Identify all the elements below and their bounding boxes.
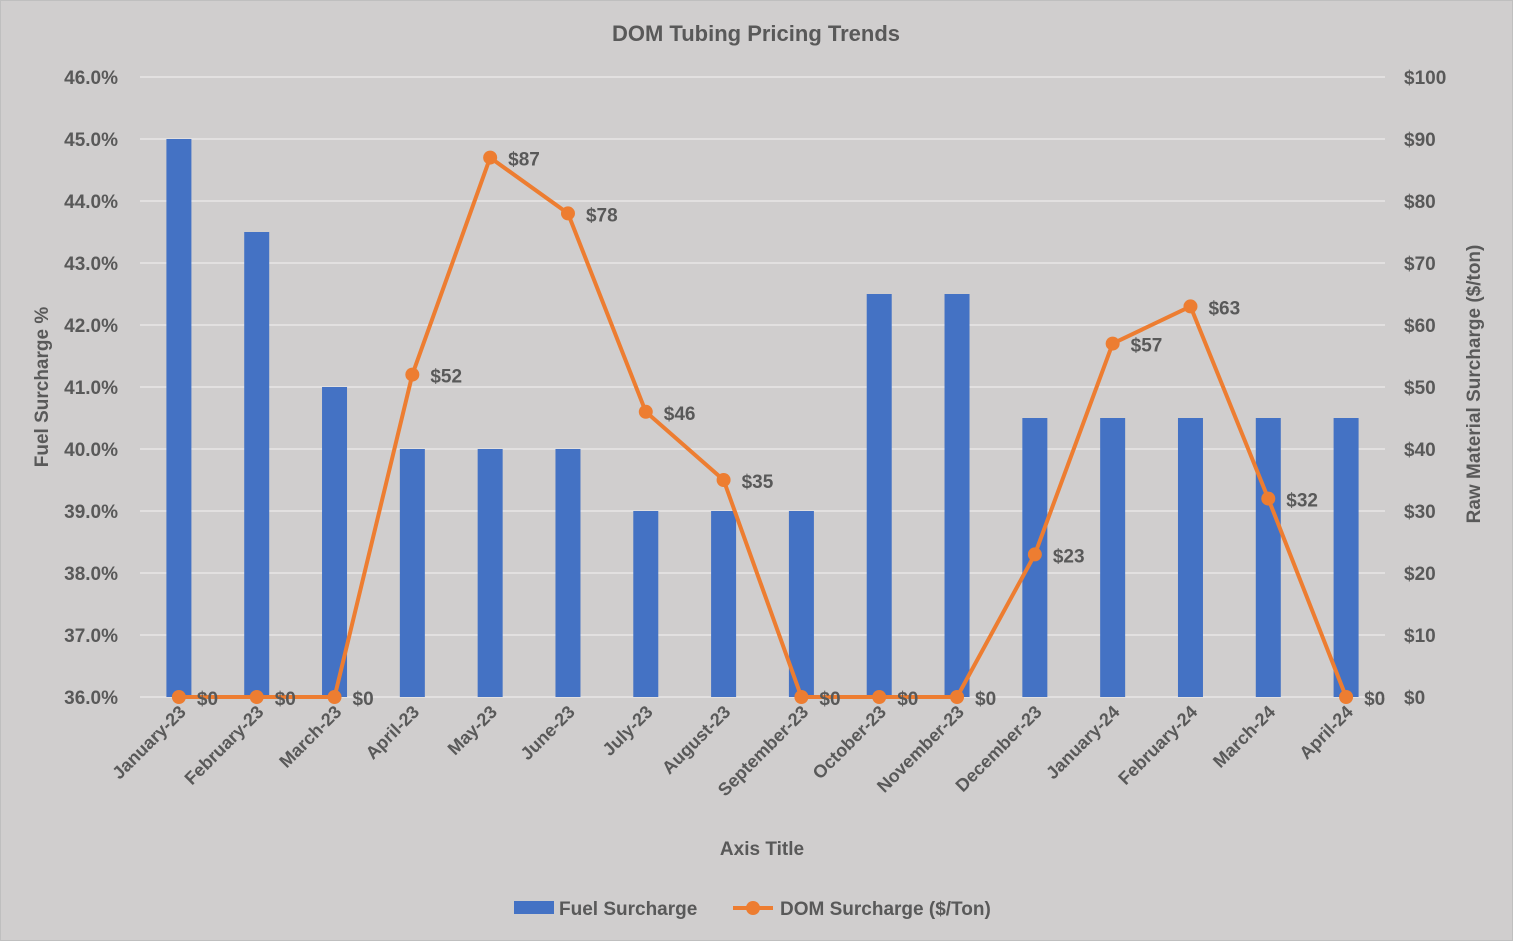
- line-marker: [249, 690, 264, 704]
- data-label: $57: [1131, 336, 1163, 357]
- bar: [477, 449, 503, 697]
- y2-tick-label: $70: [1404, 254, 1436, 275]
- chart-title: DOM Tubing Pricing Trends: [612, 21, 900, 46]
- data-label: $46: [664, 404, 696, 425]
- line-marker: [716, 473, 731, 487]
- bar: [244, 232, 270, 697]
- bar: [1100, 418, 1126, 697]
- line-marker: [1027, 547, 1042, 562]
- line-marker: [950, 690, 965, 704]
- line-marker: [638, 404, 653, 419]
- line-marker: [171, 690, 186, 704]
- bar: [1333, 418, 1359, 697]
- y2-tick-label: $20: [1404, 564, 1436, 585]
- bar: [711, 511, 737, 697]
- y-tick-label: 37.0%: [64, 626, 118, 647]
- line-marker: [1105, 336, 1120, 351]
- y2-tick-label: $60: [1404, 316, 1436, 337]
- y-tick-label: 45.0%: [64, 130, 118, 151]
- data-label: $63: [1208, 298, 1240, 319]
- line-marker: [560, 206, 575, 221]
- line-marker: [483, 150, 498, 165]
- y-tick-label: 46.0%: [64, 68, 118, 89]
- data-label: $87: [508, 150, 540, 171]
- data-label: $35: [742, 472, 774, 493]
- bar: [944, 294, 970, 697]
- y2-tick-label: $0: [1404, 688, 1425, 709]
- y2-tick-label: $80: [1404, 192, 1436, 213]
- y-axis-title: Fuel Surcharge %: [32, 307, 53, 468]
- line-marker: [794, 690, 809, 704]
- bar: [788, 511, 814, 697]
- y2-axis-title: Raw Material Surcharge ($/ton): [1464, 245, 1485, 524]
- y-tick-label: 43.0%: [64, 254, 118, 275]
- y2-tick-label: $90: [1404, 130, 1436, 151]
- y2-tick-label: $50: [1404, 378, 1436, 399]
- data-label: $0: [975, 689, 996, 710]
- line-marker: [1261, 491, 1276, 506]
- legend-marker: [746, 901, 760, 915]
- x-axis-title: Axis Title: [720, 839, 804, 860]
- data-label: $0: [197, 689, 218, 710]
- bar: [399, 449, 425, 697]
- y-tick-label: 44.0%: [64, 192, 118, 213]
- line-marker: [1183, 299, 1198, 314]
- legend-bar-swatch: [514, 901, 554, 914]
- data-label: $78: [586, 205, 618, 226]
- line-marker: [405, 367, 420, 382]
- y2-tick-label: $40: [1404, 440, 1436, 461]
- y-tick-label: 36.0%: [64, 688, 118, 709]
- y-tick-label: 42.0%: [64, 316, 118, 337]
- y-tick-label: 39.0%: [64, 502, 118, 523]
- bar: [633, 511, 659, 697]
- bar: [1255, 418, 1281, 697]
- legend-label-dom: DOM Surcharge ($/Ton): [780, 899, 991, 920]
- data-label: $32: [1286, 491, 1318, 512]
- bar: [1177, 418, 1203, 697]
- data-label: $0: [353, 689, 374, 710]
- data-label: $23: [1053, 546, 1085, 567]
- data-label: $0: [275, 689, 296, 710]
- data-label: $52: [430, 367, 462, 388]
- line-marker: [1339, 690, 1354, 704]
- legend: Fuel Surcharge DOM Surcharge ($/Ton): [514, 899, 991, 920]
- bar: [866, 294, 892, 697]
- bar: [555, 449, 581, 697]
- y2-tick-label: $30: [1404, 502, 1436, 523]
- y-tick-label: 40.0%: [64, 440, 118, 461]
- y2-tick-label: $10: [1404, 626, 1436, 647]
- y-tick-label: 38.0%: [64, 564, 118, 585]
- data-label: $0: [897, 689, 918, 710]
- data-label: $0: [1364, 689, 1385, 710]
- series-line: [178, 155, 1348, 699]
- line-marker: [327, 690, 342, 704]
- y2-tick-label: $100: [1404, 68, 1446, 89]
- legend-label-fuel: Fuel Surcharge: [559, 899, 697, 920]
- bar: [166, 139, 192, 697]
- data-label: $0: [819, 689, 840, 710]
- y-tick-label: 41.0%: [64, 378, 118, 399]
- line-marker: [872, 690, 887, 704]
- bar: [322, 387, 348, 697]
